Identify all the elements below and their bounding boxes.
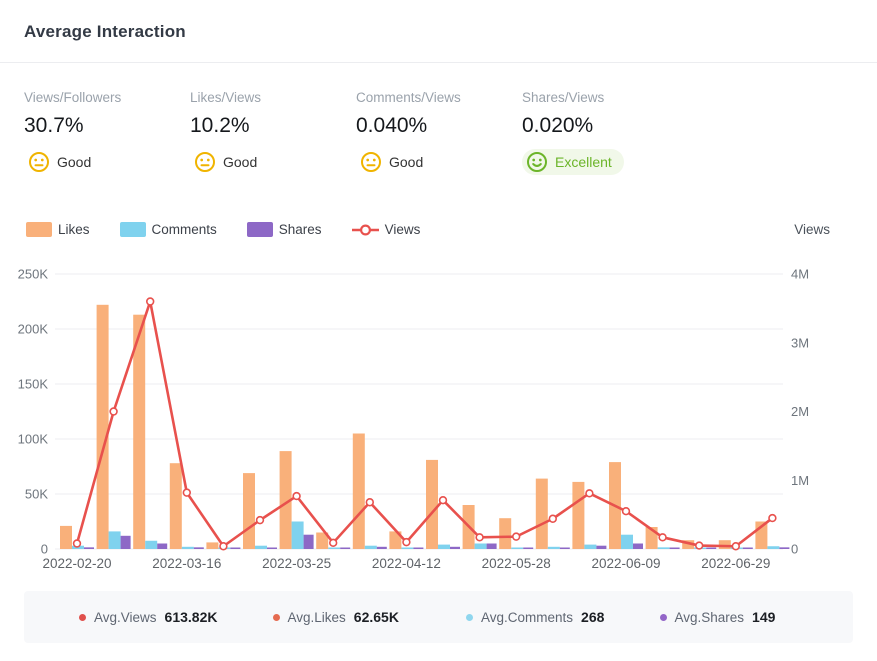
shares-swatch-icon bbox=[246, 222, 273, 237]
svg-text:3M: 3M bbox=[791, 335, 809, 350]
avg-views-stat: Avg.Views 613.82K bbox=[79, 609, 273, 625]
metric-label: Comments/Views bbox=[356, 90, 461, 105]
rating-badge: Excellent bbox=[522, 149, 624, 175]
metric-value: 0.020% bbox=[522, 114, 594, 137]
stat-label: Avg.Comments bbox=[481, 609, 574, 625]
svg-text:50K: 50K bbox=[25, 487, 48, 502]
svg-text:0: 0 bbox=[41, 542, 48, 557]
metric-label: Views/Followers bbox=[24, 90, 122, 105]
avg-comments-stat: Avg.Comments 268 bbox=[466, 609, 660, 625]
smiley-icon bbox=[526, 151, 548, 173]
stat-value: 268 bbox=[581, 609, 605, 625]
legend-item-likes[interactable]: Likes bbox=[26, 222, 90, 237]
metric-card-likes-views: Likes/Views 10.2% Good bbox=[190, 90, 356, 178]
stat-value: 149 bbox=[752, 609, 776, 625]
svg-text:2022-03-16: 2022-03-16 bbox=[152, 556, 221, 571]
avg-shares-stat: Avg.Shares 149 bbox=[659, 609, 854, 625]
shares-dot-icon bbox=[659, 613, 667, 621]
rating-text: Good bbox=[389, 154, 424, 170]
legend-item-views[interactable]: Views bbox=[351, 222, 421, 237]
stat-label: Avg.Shares bbox=[674, 609, 745, 625]
rating-badge: Good bbox=[190, 149, 261, 175]
chart-canvas[interactable]: 0 50K 100K 150K 200K 250K 0 1M 2M 3M 4M 2022-02-20 2… bbox=[0, 241, 877, 581]
metric-value: 30.7% bbox=[24, 114, 84, 137]
likes-swatch-icon bbox=[26, 222, 52, 237]
metric-label: Shares/Views bbox=[522, 90, 605, 105]
svg-text:0: 0 bbox=[791, 542, 798, 557]
metric-card-shares-views: Shares/Views 0.020% Excellent bbox=[522, 90, 688, 178]
metric-card-views-followers: Views/Followers 30.7% Good bbox=[24, 90, 190, 178]
interaction-chart[interactable]: 0 50K 100K 150K 200K 250K 0 1M 2M 3M 4M 2022-02-20 2… bbox=[0, 241, 877, 581]
stat-label: Avg.Views bbox=[94, 609, 157, 625]
legend-label: Comments bbox=[151, 222, 217, 237]
panel-title: Average Interaction bbox=[24, 22, 186, 41]
metric-value: 10.2% bbox=[190, 114, 250, 137]
line-marker-icon bbox=[351, 223, 379, 237]
legend-item-shares[interactable]: Shares bbox=[246, 222, 322, 237]
comments-dot-icon bbox=[466, 613, 473, 621]
panel-header: Average Interaction bbox=[0, 0, 877, 63]
smiley-icon bbox=[28, 151, 50, 173]
rating-text: Excellent bbox=[555, 154, 612, 170]
svg-text:2022-02-20: 2022-02-20 bbox=[42, 556, 111, 571]
svg-text:2022-04-12: 2022-04-12 bbox=[372, 556, 441, 571]
stat-value: 613.82K bbox=[164, 609, 218, 625]
legend-item-comments[interactable]: Comments bbox=[119, 222, 217, 237]
likes-dot-icon bbox=[272, 613, 280, 621]
svg-text:2022-06-09: 2022-06-09 bbox=[591, 556, 660, 571]
smiley-icon bbox=[360, 151, 382, 173]
metrics-row: Views/Followers 30.7% Good Likes/Views 1… bbox=[0, 63, 877, 178]
svg-text:2022-05-28: 2022-05-28 bbox=[482, 556, 551, 571]
comments-swatch-icon bbox=[119, 222, 146, 237]
metric-card-comments-views: Comments/Views 0.040% Good bbox=[356, 90, 522, 178]
legend-label: Likes bbox=[58, 222, 90, 237]
views-dot-icon bbox=[79, 613, 86, 621]
rating-badge: Good bbox=[24, 149, 95, 175]
legend-label: Shares bbox=[278, 222, 322, 237]
avg-likes-stat: Avg.Likes 62.65K bbox=[272, 609, 467, 625]
stat-value: 62.65K bbox=[353, 609, 399, 625]
right-axis-title: Views bbox=[794, 222, 830, 237]
chart-legend: Likes Comments Shares Views Views bbox=[26, 221, 877, 238]
svg-text:2M: 2M bbox=[791, 404, 809, 419]
stat-label: Avg.Likes bbox=[287, 609, 346, 625]
svg-text:150K: 150K bbox=[18, 377, 49, 392]
rating-text: Good bbox=[223, 154, 258, 170]
svg-text:250K: 250K bbox=[18, 267, 49, 282]
smiley-icon bbox=[194, 151, 216, 173]
svg-text:200K: 200K bbox=[18, 322, 49, 337]
rating-text: Good bbox=[57, 154, 92, 170]
footer-stats-bar: Avg.Views 613.82K Avg.Likes 62.65K Avg.C… bbox=[24, 591, 853, 643]
svg-text:1M: 1M bbox=[791, 473, 809, 488]
svg-text:2022-03-25: 2022-03-25 bbox=[262, 556, 331, 571]
svg-text:100K: 100K bbox=[18, 432, 49, 447]
svg-text:2022-06-29: 2022-06-29 bbox=[701, 556, 770, 571]
svg-text:4M: 4M bbox=[791, 267, 809, 282]
rating-badge: Good bbox=[356, 149, 427, 175]
metric-value: 0.040% bbox=[356, 114, 428, 137]
metric-label: Likes/Views bbox=[190, 90, 262, 105]
legend-label: Views bbox=[384, 222, 421, 237]
